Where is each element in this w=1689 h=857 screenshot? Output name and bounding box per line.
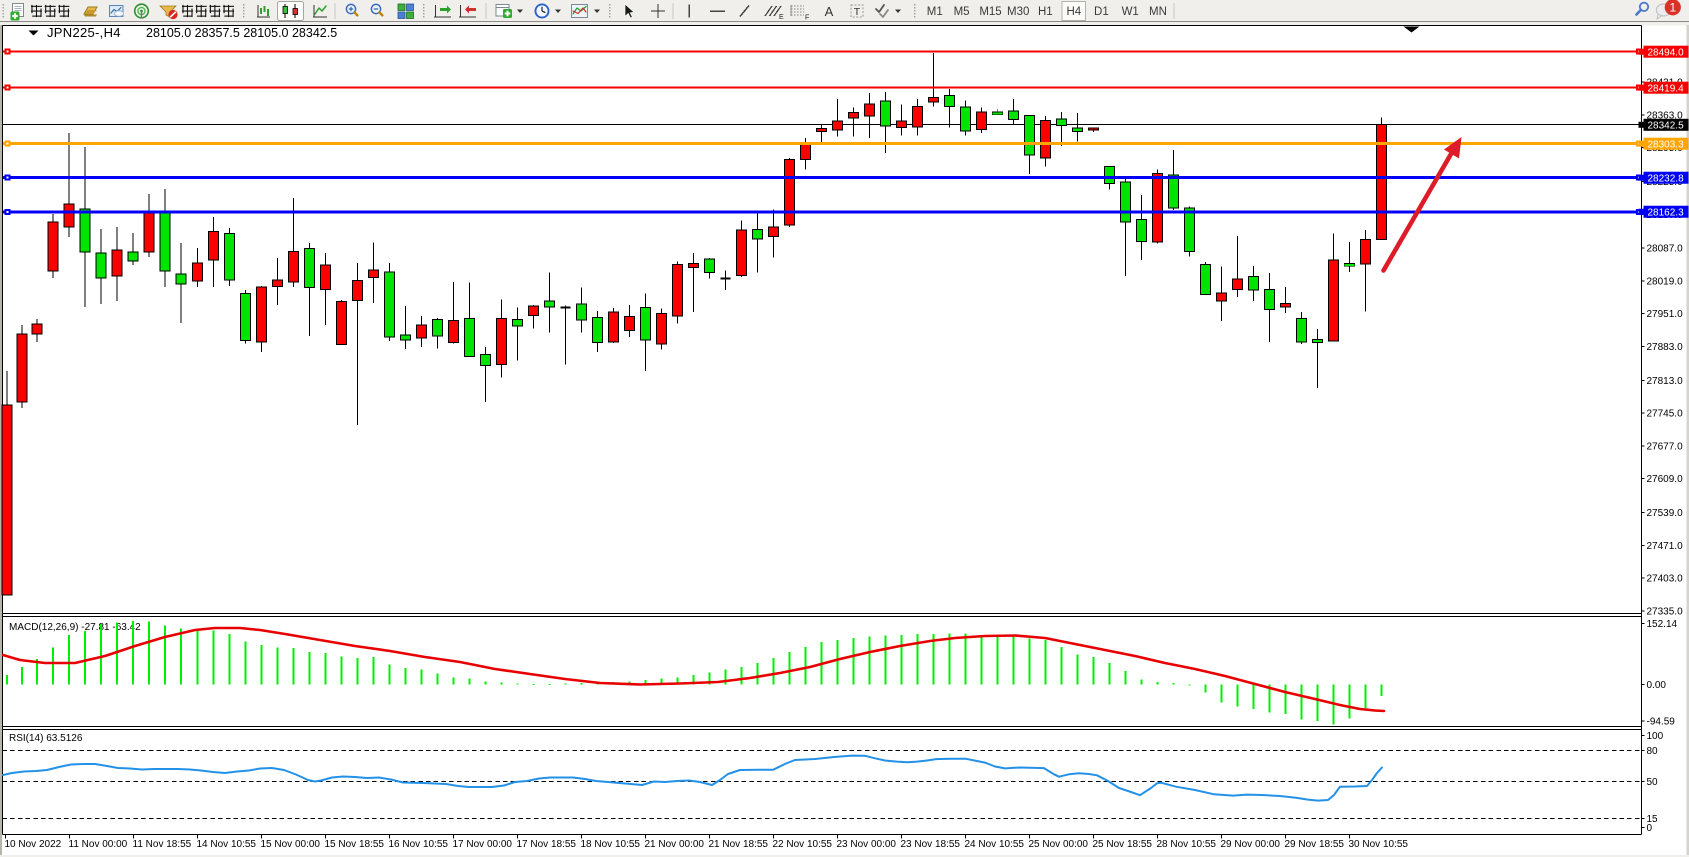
svg-text:29 Nov 00:00: 29 Nov 00:00 [1221, 839, 1281, 850]
svg-text:15 Nov 18:55: 15 Nov 18:55 [325, 839, 385, 850]
svg-text:27539.0: 27539.0 [1647, 508, 1684, 519]
svg-text:MACD(12,26,9) -27.81 -63.42: MACD(12,26,9) -27.81 -63.42 [9, 622, 141, 633]
svg-text:28363.0: 28363.0 [1647, 110, 1684, 121]
svg-text:80: 80 [1647, 746, 1659, 757]
svg-text:M1: M1 [927, 6, 943, 18]
svg-text:25 Nov 00:00: 25 Nov 00:00 [1029, 839, 1089, 850]
svg-text:W1: W1 [1122, 6, 1139, 18]
svg-text:11 Nov 00:00: 11 Nov 00:00 [69, 839, 128, 850]
svg-text:28494.0: 28494.0 [1648, 48, 1685, 59]
svg-text:100: 100 [1647, 731, 1664, 742]
svg-text:-94.59: -94.59 [1647, 717, 1676, 728]
svg-text:27677.0: 27677.0 [1647, 441, 1684, 452]
svg-text:1: 1 [1669, 1, 1676, 15]
svg-text:50: 50 [1647, 777, 1659, 788]
svg-text:21 Nov 18:55: 21 Nov 18:55 [709, 839, 769, 850]
svg-text:27609.0: 27609.0 [1647, 474, 1684, 485]
svg-text:28162.3: 28162.3 [1648, 208, 1685, 219]
svg-text:24 Nov 10:55: 24 Nov 10:55 [965, 839, 1025, 850]
svg-text:27403.0: 27403.0 [1647, 574, 1684, 585]
svg-text:10 Nov 2022: 10 Nov 2022 [5, 839, 62, 850]
svg-text:M15: M15 [979, 6, 1001, 18]
svg-text:14 Nov 10:55: 14 Nov 10:55 [197, 839, 257, 850]
svg-text:152.14: 152.14 [1647, 619, 1678, 630]
svg-text:28019.0: 28019.0 [1647, 276, 1684, 287]
svg-text:27951.0: 27951.0 [1647, 309, 1684, 320]
svg-text:RSI(14) 63.5126: RSI(14) 63.5126 [9, 733, 83, 744]
svg-text:D1: D1 [1094, 6, 1109, 18]
svg-text:0.00: 0.00 [1647, 680, 1667, 691]
svg-text:28232.8: 28232.8 [1648, 174, 1685, 185]
svg-text:17 Nov 00:00: 17 Nov 00:00 [453, 839, 513, 850]
svg-text:11 Nov 18:55: 11 Nov 18:55 [133, 839, 192, 850]
svg-text:18 Nov 10:55: 18 Nov 10:55 [581, 839, 641, 850]
svg-text:28087.0: 28087.0 [1647, 244, 1684, 255]
svg-text:27335.0: 27335.0 [1647, 606, 1684, 617]
svg-text:28342.5: 28342.5 [1648, 121, 1685, 132]
svg-text:29 Nov 18:55: 29 Nov 18:55 [1285, 839, 1345, 850]
svg-text:28303.3: 28303.3 [1648, 140, 1685, 151]
svg-text:15: 15 [1647, 814, 1659, 825]
svg-text:15 Nov 00:00: 15 Nov 00:00 [261, 839, 321, 850]
svg-text:27883.0: 27883.0 [1647, 342, 1684, 353]
svg-text:H4: H4 [1066, 6, 1081, 18]
svg-text:16 Nov 10:55: 16 Nov 10:55 [389, 839, 449, 850]
svg-text:M30: M30 [1007, 6, 1029, 18]
svg-text:28419.4: 28419.4 [1648, 83, 1685, 94]
svg-text:25 Nov 18:55: 25 Nov 18:55 [1093, 839, 1153, 850]
svg-text:T: T [854, 6, 861, 18]
svg-text:27813.0: 27813.0 [1647, 376, 1684, 387]
svg-text:JPN225-,H4: JPN225-,H4 [47, 25, 121, 40]
svg-text:M5: M5 [954, 6, 970, 18]
svg-text:F: F [805, 15, 809, 22]
svg-text:23 Nov 18:55: 23 Nov 18:55 [901, 839, 961, 850]
svg-text:23 Nov 00:00: 23 Nov 00:00 [837, 839, 897, 850]
svg-text:0: 0 [1647, 823, 1653, 834]
svg-text:27471.0: 27471.0 [1647, 541, 1684, 552]
svg-text:17 Nov 18:55: 17 Nov 18:55 [517, 839, 577, 850]
svg-text:28105.0 28357.5 28105.0 28342.: 28105.0 28357.5 28105.0 28342.5 [146, 26, 337, 40]
svg-text:H1: H1 [1038, 6, 1053, 18]
svg-text:MN: MN [1149, 6, 1167, 18]
svg-text:28 Nov 10:55: 28 Nov 10:55 [1157, 839, 1217, 850]
svg-text:A: A [825, 4, 834, 19]
svg-text:22 Nov 10:55: 22 Nov 10:55 [773, 839, 833, 850]
svg-text:21 Nov 00:00: 21 Nov 00:00 [645, 839, 705, 850]
svg-text:30 Nov 10:55: 30 Nov 10:55 [1349, 839, 1409, 850]
svg-text:27745.0: 27745.0 [1647, 409, 1684, 420]
svg-text:E: E [779, 14, 784, 21]
